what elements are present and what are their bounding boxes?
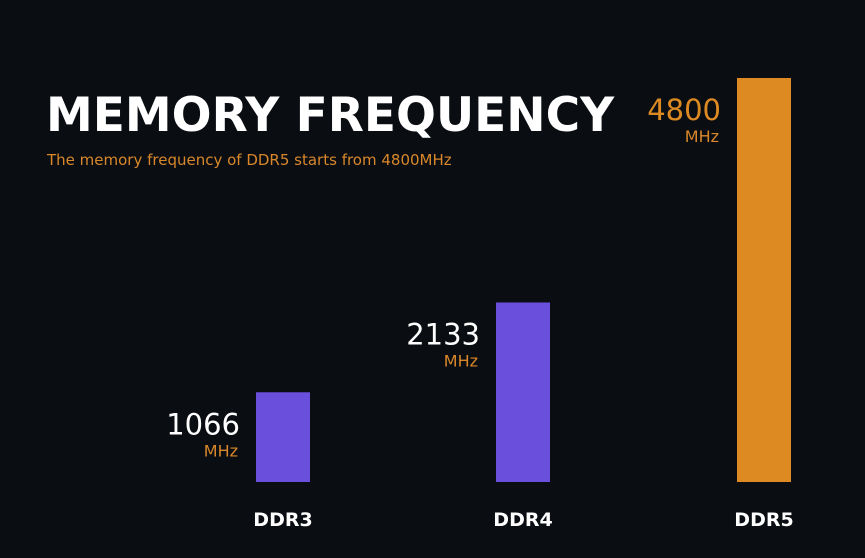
bar-ddr3 — [256, 392, 310, 482]
category-label-ddr4: DDR4 — [493, 509, 552, 531]
value-label-ddr5: 4800 — [647, 93, 721, 127]
unit-label-ddr4: MHz — [444, 351, 478, 370]
bar-ddr5 — [737, 78, 791, 482]
value-label-ddr3: 1066 — [166, 407, 240, 441]
unit-label-ddr5: MHz — [685, 127, 719, 146]
unit-label-ddr3: MHz — [204, 441, 238, 460]
chart-subtitle: The memory frequency of DDR5 starts from… — [47, 151, 452, 169]
value-label-ddr4: 2133 — [406, 317, 480, 351]
bar-ddr4 — [496, 302, 550, 482]
category-label-ddr5: DDR5 — [734, 509, 793, 531]
category-label-ddr3: DDR3 — [253, 509, 312, 531]
chart-title: MEMORY FREQUENCY — [46, 88, 615, 143]
